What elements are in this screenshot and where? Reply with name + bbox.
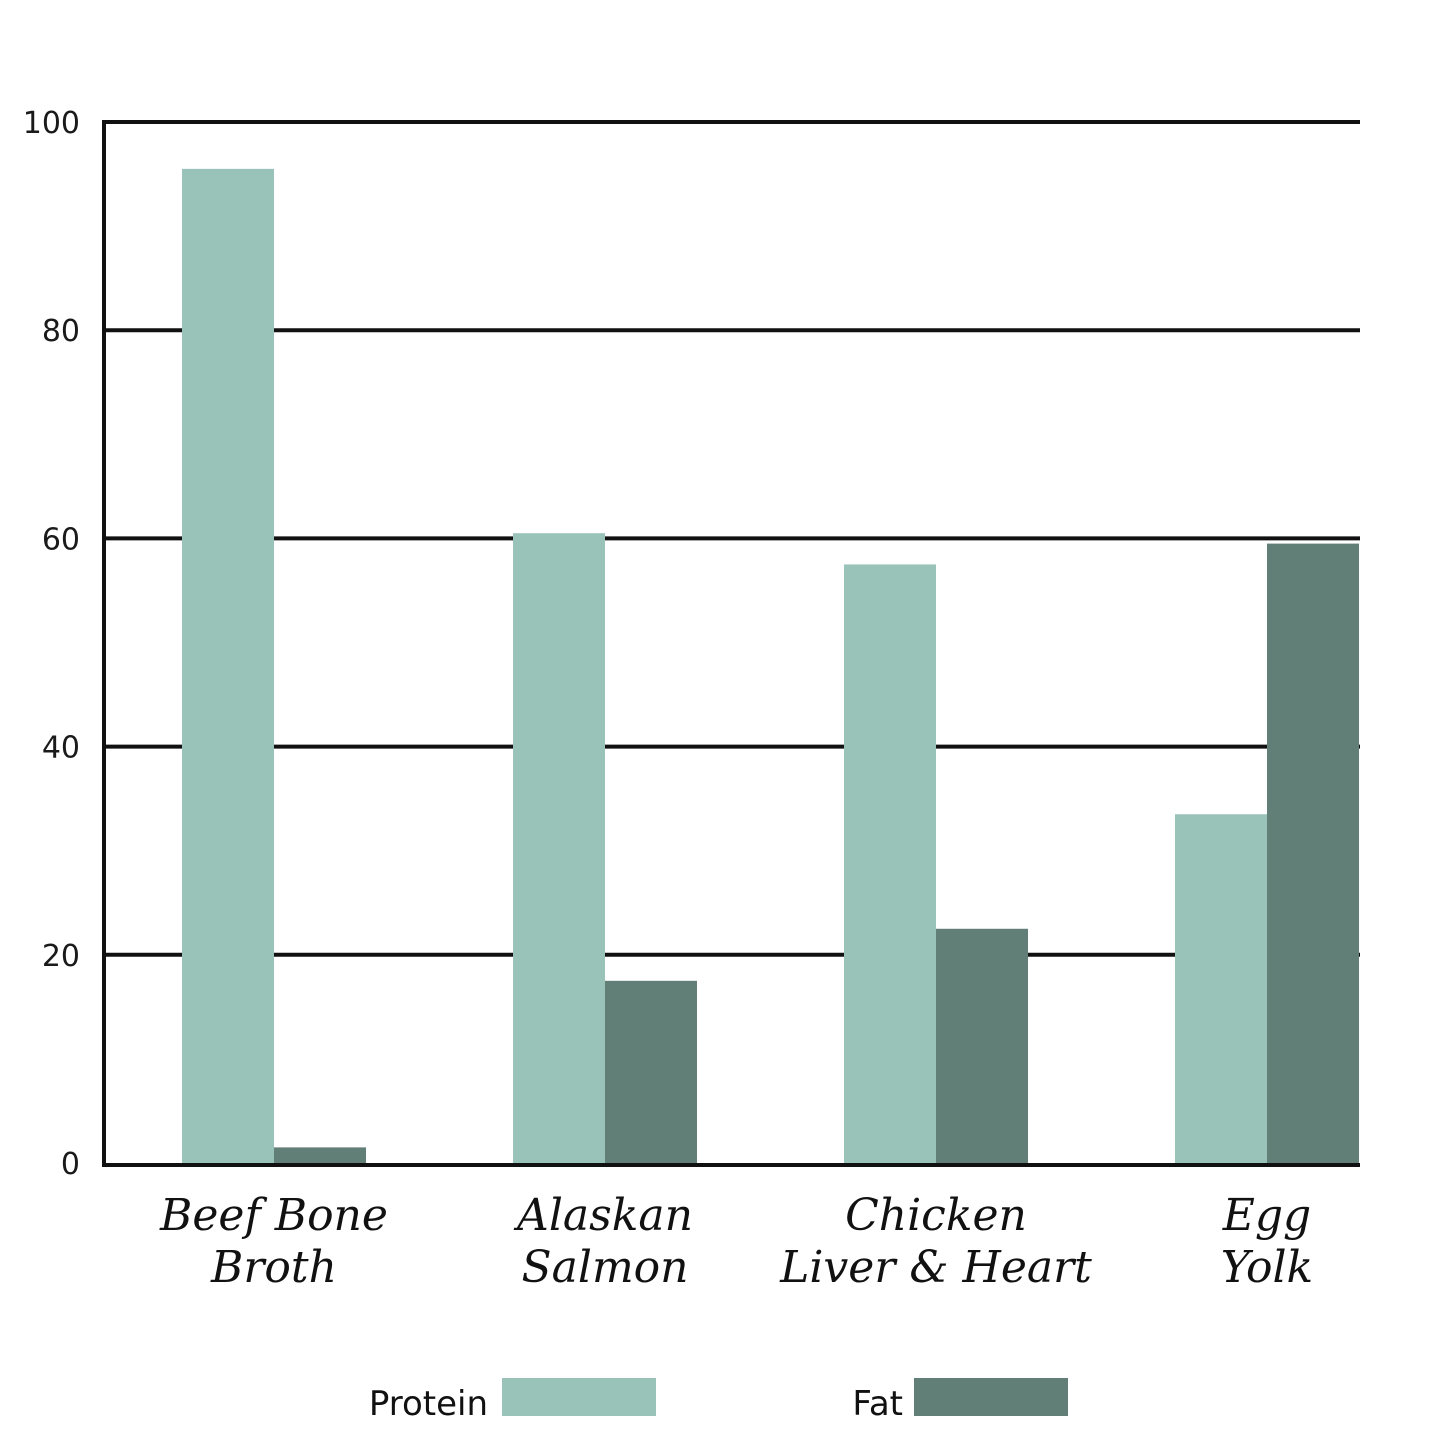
y-tick-label: 60 bbox=[42, 522, 80, 557]
bar-fat-0 bbox=[274, 1147, 366, 1163]
category-label: Beef Bone Broth bbox=[159, 1190, 388, 1293]
category-label: Egg Yolk bbox=[1221, 1190, 1313, 1293]
bar-protein-2 bbox=[844, 564, 936, 1163]
axes bbox=[102, 120, 1360, 1167]
category-label: Chicken Liver & Heart bbox=[779, 1190, 1092, 1293]
y-tick-label: 40 bbox=[42, 731, 80, 766]
y-tick-label: 20 bbox=[42, 939, 80, 974]
legend-swatch-fat bbox=[914, 1378, 1068, 1416]
bar-fat-1 bbox=[605, 980, 697, 1163]
bar-protein-0 bbox=[182, 168, 274, 1164]
category-labels: Beef Bone Broth Alaskan Salmon Chicken Liver … bbox=[159, 1190, 1313, 1293]
category-label: Alaskan Salmon bbox=[513, 1190, 693, 1293]
y-tick-label: 80 bbox=[42, 314, 80, 349]
y-tick-labels: 0 20 40 60 80 100 bbox=[23, 106, 80, 1182]
legend: Protein Fat bbox=[369, 1378, 1068, 1424]
bar-protein-3 bbox=[1175, 814, 1267, 1163]
bar-fat-2 bbox=[936, 928, 1028, 1163]
bars bbox=[182, 168, 1359, 1164]
legend-swatch-protein bbox=[502, 1378, 656, 1416]
bar-protein-1 bbox=[513, 533, 605, 1163]
legend-label-fat: Fat bbox=[852, 1384, 903, 1424]
y-tick-label: 0 bbox=[61, 1147, 80, 1182]
y-tick-label: 100 bbox=[23, 106, 80, 141]
gridlines bbox=[104, 120, 1360, 957]
legend-label-protein: Protein bbox=[369, 1384, 488, 1424]
bar-fat-3 bbox=[1267, 543, 1359, 1163]
